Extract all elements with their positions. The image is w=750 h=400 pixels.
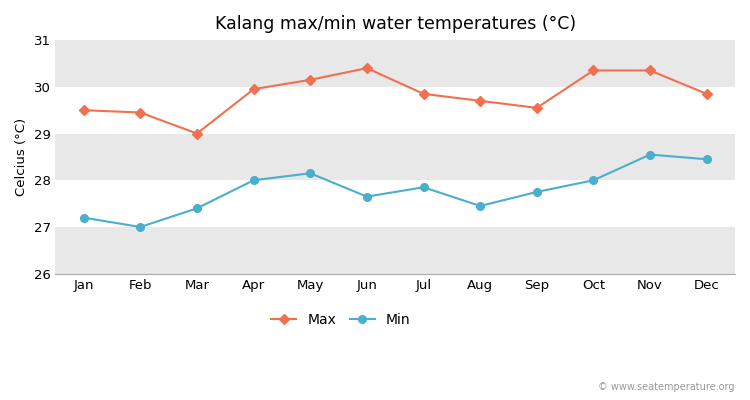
Bar: [56, 40, 735, 87]
Bar: [56, 134, 735, 180]
Bar: [56, 180, 735, 227]
Text: © www.seatemperature.org: © www.seatemperature.org: [598, 382, 735, 392]
Y-axis label: Celcius (°C): Celcius (°C): [15, 118, 28, 196]
Legend: Max, Min: Max, Min: [266, 307, 416, 332]
Bar: [56, 227, 735, 274]
Bar: [56, 87, 735, 134]
Title: Kalang max/min water temperatures (°C): Kalang max/min water temperatures (°C): [214, 15, 576, 33]
